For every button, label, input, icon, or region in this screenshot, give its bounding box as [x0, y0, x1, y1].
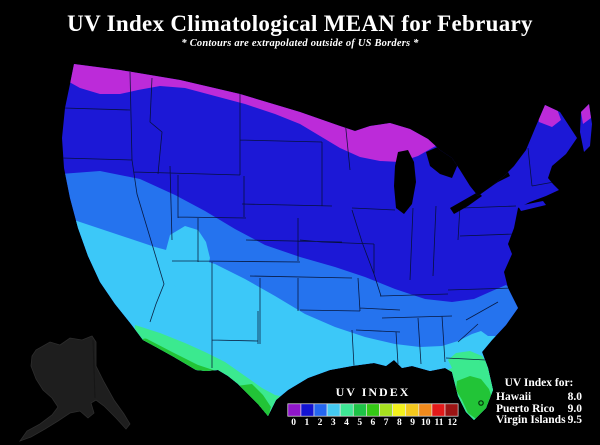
- lake-erie: [450, 192, 482, 214]
- colorbar-cell: [352, 403, 367, 417]
- colorbar-tick: 5: [357, 418, 363, 428]
- colorbar-tick: 0: [291, 418, 296, 428]
- alaska-silhouette: [18, 335, 131, 442]
- colorbar-tick: 9: [410, 418, 415, 428]
- uv-location-value: 9.5: [567, 414, 582, 426]
- colorbar-tick: 2: [317, 418, 323, 428]
- uv-colorbar: [287, 403, 459, 417]
- colorbar-tick: 1: [304, 418, 310, 428]
- colorbar-cell: [339, 403, 354, 417]
- uv-location-row: Puerto Rico 9.0: [496, 402, 582, 416]
- uv-location-label: Hawaii: [496, 391, 532, 403]
- colorbar-cell: [300, 403, 315, 417]
- page-title: UV Index Climatological MEAN for Februar…: [67, 11, 533, 36]
- colorbar-cell: [326, 403, 341, 417]
- colorbar-cell: [287, 403, 302, 417]
- uv-band-5-south-florida: [456, 376, 492, 419]
- colorbar-cell: [444, 403, 459, 417]
- colorbar-cell: [392, 403, 407, 417]
- uv-index-legend: UV INDEX 0 1 2 3 4 5 6 7 8 9: [287, 385, 459, 428]
- colorbar-cell: [405, 403, 420, 417]
- colorbar-tick: 3: [330, 418, 336, 428]
- lake-okeechobee: [478, 400, 484, 406]
- colorbar-cell: [379, 403, 393, 417]
- colorbar-ticks: 0 1 2 3 4 5 6 7 8 9 10 11 12: [287, 418, 459, 428]
- colorbar-cell: [313, 403, 328, 417]
- alaska-shape: [18, 335, 131, 442]
- colorbar-tick: 4: [344, 418, 349, 428]
- state-borders: [62, 71, 555, 368]
- colorbar-tick: 8: [396, 418, 402, 428]
- uv-location-value: 9.0: [567, 402, 582, 415]
- colorbar-cell: [366, 403, 380, 417]
- maritime-sliver-magenta: [581, 104, 591, 124]
- uv-location-row: Virgin Islands 9.5: [496, 414, 582, 427]
- lake-michigan: [394, 150, 416, 214]
- uv-location-label: Virgin Islands: [496, 414, 566, 426]
- colorbar-cell: [431, 403, 446, 417]
- colorbar-tick: 6: [370, 418, 376, 428]
- subtitle: * Contours are extrapolated outside of U…: [181, 38, 419, 49]
- legend-title: UV INDEX: [335, 385, 411, 399]
- offshore-fragments: [518, 104, 592, 211]
- uv-location-value: 8.0: [567, 391, 582, 403]
- uv-location-row: Hawaii 8.0: [496, 391, 582, 404]
- uv-location-label: Puerto Rico: [496, 402, 555, 415]
- colorbar-cell: [418, 403, 433, 417]
- uv-values-panel: UV Index for: Hawaii 8.0 Puerto Rico 9.0…: [496, 377, 582, 427]
- long-island: [518, 201, 546, 211]
- uv-values-heading: UV Index for:: [504, 377, 574, 389]
- colorbar-tick: 10: [421, 418, 431, 428]
- colorado-uv3-pocket: [166, 226, 210, 292]
- colorbar-tick: 12: [447, 418, 457, 428]
- colorbar-tick: 7: [383, 418, 389, 428]
- colorbar-tick: 11: [434, 418, 444, 428]
- alaska-border-line: [92, 339, 96, 399]
